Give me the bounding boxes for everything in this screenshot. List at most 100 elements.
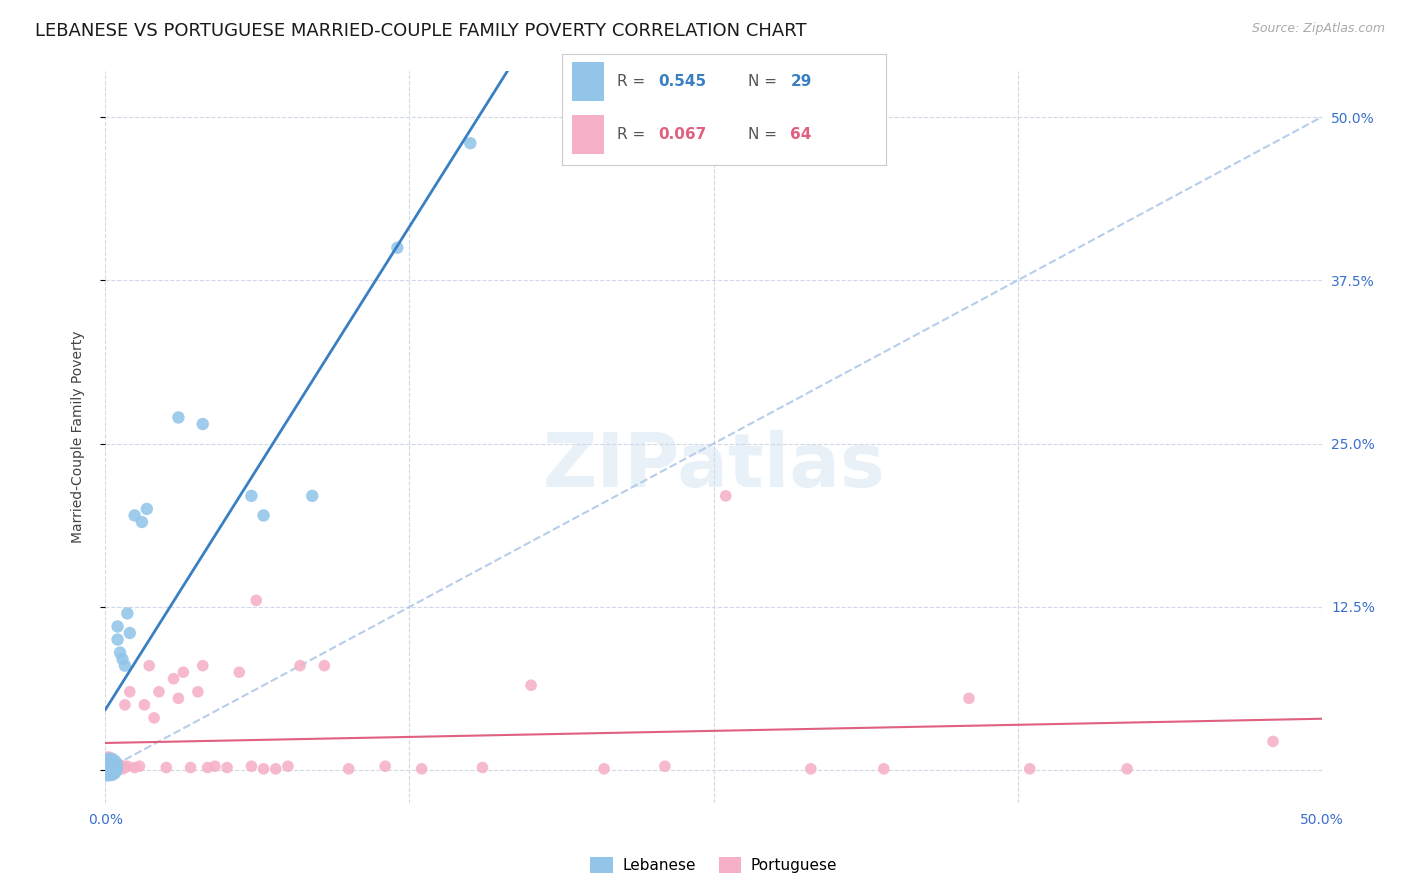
Point — [101, 759, 124, 773]
Point — [104, 756, 127, 771]
Point — [108, 760, 131, 774]
Point — [471, 760, 494, 774]
Point — [180, 760, 202, 774]
Point — [117, 759, 139, 773]
Point — [143, 711, 166, 725]
Point — [240, 759, 263, 773]
Point — [128, 759, 150, 773]
Point — [118, 685, 141, 699]
Point — [97, 762, 120, 776]
Point — [97, 754, 120, 768]
Point — [191, 658, 214, 673]
Point — [104, 762, 127, 776]
Point — [252, 508, 274, 523]
Point — [172, 665, 194, 680]
Point — [131, 515, 153, 529]
Point — [107, 632, 129, 647]
Text: LEBANESE VS PORTUGUESE MARRIED-COUPLE FAMILY POVERTY CORRELATION CHART: LEBANESE VS PORTUGUESE MARRIED-COUPLE FA… — [35, 22, 807, 40]
Point — [277, 759, 299, 773]
Point — [124, 508, 146, 523]
Text: R =: R = — [617, 127, 651, 142]
Point — [593, 762, 616, 776]
Point — [217, 760, 239, 774]
Point — [118, 626, 141, 640]
Point — [107, 619, 129, 633]
Point — [520, 678, 543, 692]
Point — [387, 241, 409, 255]
Point — [197, 760, 219, 774]
Point — [108, 646, 131, 660]
Point — [314, 658, 336, 673]
Point — [101, 762, 124, 776]
Point — [114, 698, 136, 712]
Point — [1018, 762, 1040, 776]
Point — [98, 762, 121, 776]
Point — [97, 762, 120, 776]
Point — [337, 762, 360, 776]
Point — [1261, 734, 1284, 748]
Point — [111, 759, 134, 773]
Point — [135, 502, 157, 516]
Point — [167, 691, 190, 706]
Point — [228, 665, 250, 680]
Point — [111, 652, 134, 666]
Point — [97, 759, 120, 773]
Point — [96, 758, 118, 772]
Point — [191, 417, 214, 431]
Text: N =: N = — [748, 127, 782, 142]
Point — [800, 762, 823, 776]
Point — [301, 489, 323, 503]
Point — [101, 760, 124, 774]
Point — [957, 691, 980, 706]
Bar — [572, 115, 605, 154]
Text: 29: 29 — [790, 74, 811, 89]
Point — [124, 760, 146, 774]
Point — [714, 489, 737, 503]
Point — [98, 762, 121, 776]
Text: 0.545: 0.545 — [658, 74, 706, 89]
Text: R =: R = — [617, 74, 651, 89]
Point — [117, 607, 139, 621]
Point — [98, 759, 121, 773]
Point — [458, 136, 481, 151]
Point — [98, 756, 121, 770]
Point — [245, 593, 267, 607]
Point — [1116, 762, 1139, 776]
Legend: Lebanese, Portuguese: Lebanese, Portuguese — [583, 851, 844, 880]
Point — [107, 762, 129, 776]
Point — [101, 756, 124, 771]
Point — [107, 759, 129, 773]
Point — [873, 762, 896, 776]
Point — [138, 658, 160, 673]
Point — [114, 760, 136, 774]
Point — [264, 762, 287, 776]
Point — [104, 759, 127, 773]
Point — [98, 760, 121, 774]
Point — [98, 762, 121, 776]
Point — [148, 685, 170, 699]
Point — [187, 685, 209, 699]
Point — [155, 760, 177, 774]
Point — [134, 698, 156, 712]
Point — [108, 758, 131, 772]
Bar — [572, 62, 605, 102]
Point — [204, 759, 226, 773]
Text: 0.067: 0.067 — [658, 127, 706, 142]
Point — [252, 762, 274, 776]
Point — [98, 758, 121, 772]
Text: Source: ZipAtlas.com: Source: ZipAtlas.com — [1251, 22, 1385, 36]
Point — [98, 760, 121, 774]
Point — [411, 762, 433, 776]
Point — [162, 672, 184, 686]
Point — [101, 762, 124, 776]
Point — [96, 762, 118, 776]
Text: ZIPatlas: ZIPatlas — [543, 430, 884, 503]
Text: N =: N = — [748, 74, 782, 89]
Point — [111, 762, 134, 776]
Point — [104, 760, 127, 774]
Point — [240, 489, 263, 503]
Point — [288, 658, 311, 673]
Point — [654, 759, 676, 773]
Point — [374, 759, 396, 773]
Point — [98, 758, 121, 772]
